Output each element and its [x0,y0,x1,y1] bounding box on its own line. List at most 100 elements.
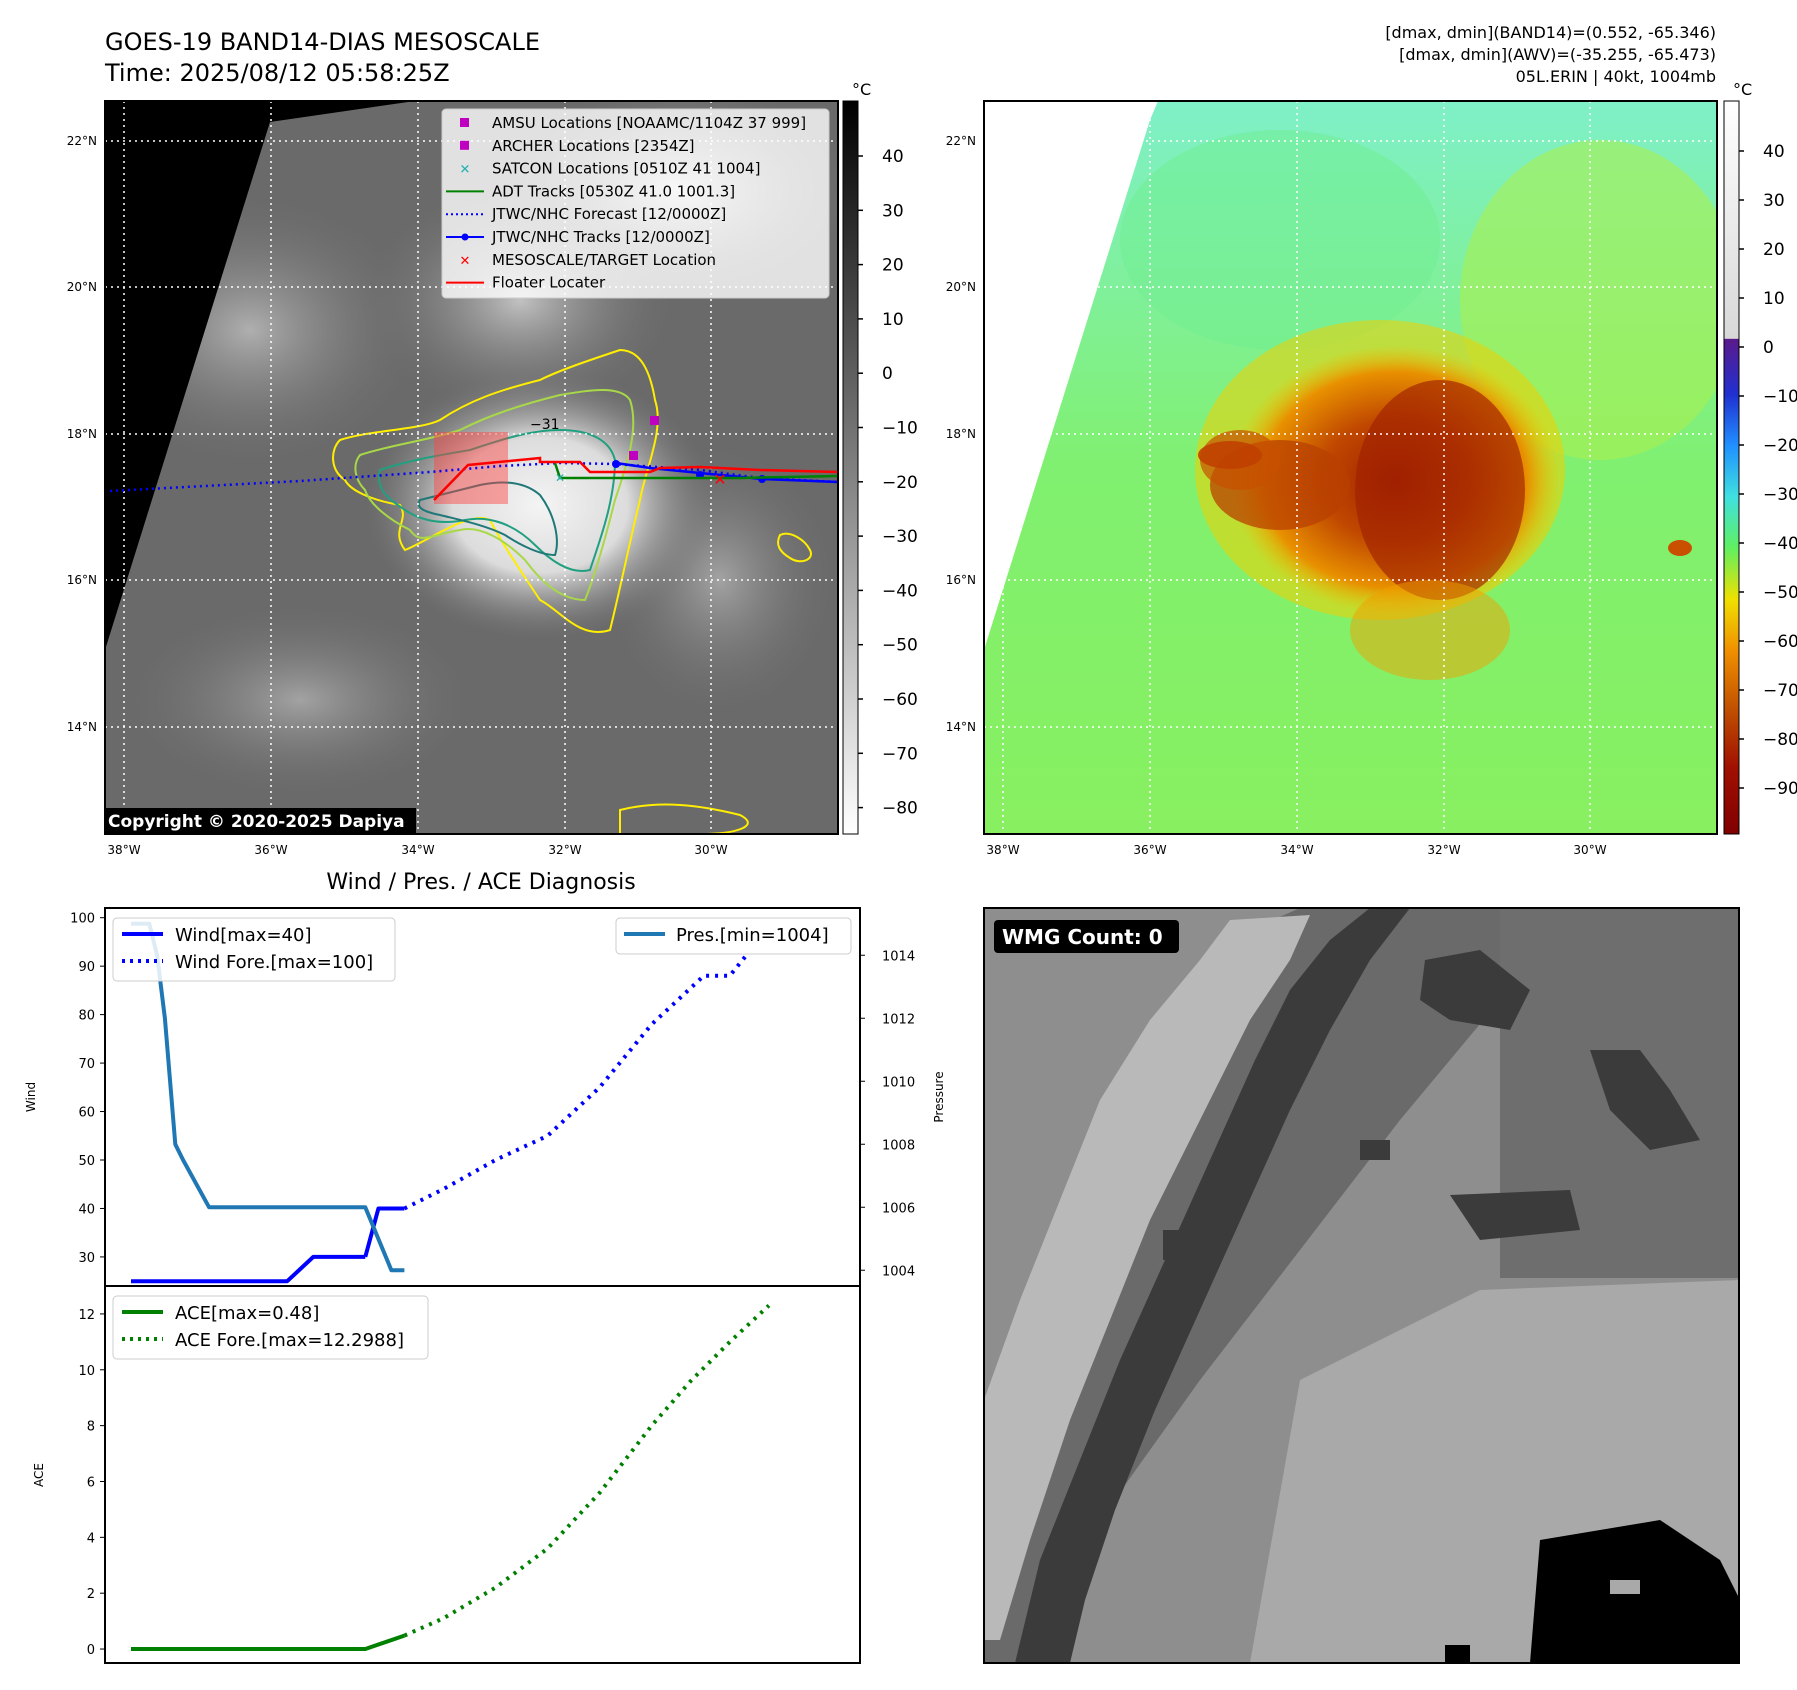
wind-tick: 60 [78,1106,95,1121]
lat-label: 22°N [67,134,97,148]
legend-wind-forecast: Wind Fore.[max=100] [175,952,373,973]
legend-item: AMSU Locations [NOAAMC/1104Z 37 999] [460,114,806,132]
legend-wind: Wind[max=40] [175,925,312,946]
target-marker: ✕ [713,470,726,489]
ace-tick: 2 [87,1587,95,1602]
colorbar-tick: −10 [1763,387,1797,407]
copyright-badge [104,808,416,833]
svg-text:✕: ✕ [460,254,471,269]
stats-awv: [dmax, dmin](AWV)=(-35.255, -65.473) [1399,45,1716,64]
svg-text:Floater Locater: Floater Locater [492,274,606,292]
ace-tick: 12 [78,1308,95,1323]
wind-tick: 40 [78,1202,95,1217]
colorbar-tick: −70 [882,744,918,764]
wind-chart: 30 40 50 60 70 80 90 100 1004 1006 1008 1010 1012 101… [70,912,915,1284]
storm-info: 05L.ERIN | 40kt, 1004mb [1516,67,1716,86]
colorbar-tick: −50 [1763,583,1797,603]
colorbar-tick: −10 [882,419,918,439]
colorbar-tick: −70 [1763,681,1797,701]
pressure-axis-label: Pressure [932,1071,946,1122]
figure-title: GOES-19 BAND14-DIAS MESOSCALE [105,28,540,56]
colorbar-tick: 0 [882,364,893,384]
pressure-tick: 1006 [882,1201,915,1216]
contour-label: −31 [530,417,560,433]
colorbar-tick: −60 [882,690,918,710]
colorbar-tick: 10 [882,310,904,330]
series-line-1 [363,1206,405,1258]
archer-marker [629,451,638,460]
ir-map-panel: −31 [67,80,918,857]
colorbar-tick: −30 [1763,485,1797,505]
copyright-text: Copyright © 2020-2025 Dapiya [108,812,405,832]
colorbar-tick: 10 [1763,289,1785,309]
lat-label: 18°N [67,427,97,441]
svg-text:ARCHER Locations [2354Z]: ARCHER Locations [2354Z] [492,137,695,155]
floater-line [433,456,838,501]
colorbar-tick: −90 [1763,779,1797,799]
pressure-tick: 1014 [882,949,915,964]
wind-tick: 80 [78,1009,95,1024]
wmg-badge-text: WMG Count: 0 [1002,925,1163,949]
awv-imagery [984,101,1717,834]
lon-label: 30°W [694,843,727,857]
ir-colorbar-ticks: 40 30 20 10 0 −10 −20 −30 −40 −50 −60 −70 −80 [858,147,918,819]
wind-axis-label: Wind [24,1082,38,1112]
lon-label: 34°W [401,843,434,857]
wind-tick: 50 [78,1154,95,1169]
diagnosis-title: Wind / Pres. / ACE Diagnosis [326,870,635,895]
wind-tick: 90 [78,960,95,975]
ace-series-line-0 [131,1633,406,1651]
stats-band14: [dmax, dmin](BAND14)=(0.552, -65.346) [1385,23,1716,42]
lon-label: 36°W [254,843,287,857]
colorbar-tick: −40 [1763,534,1797,554]
awv-lon-labels: 38°W 36°W 34°W 32°W 30°W [986,843,1606,857]
lat-label: 22°N [946,134,976,148]
ace-tick: 10 [78,1364,95,1379]
lat-label: 16°N [946,573,976,587]
legend-item: ARCHER Locations [2354Z] [460,137,695,155]
pressure-legend: Pres.[min=1004] [615,917,852,955]
ir-lon-labels: 38°W 36°W 34°W 32°W 30°W [107,843,727,857]
pressure-tick: 1010 [882,1075,915,1090]
ir-colorbar-unit: °C [852,80,871,99]
wind-tick: 30 [78,1251,95,1266]
colorbar-tick: 30 [1763,191,1785,211]
svg-text:SATCON Locations [0510Z 41 100: SATCON Locations [0510Z 41 1004] [492,160,760,178]
awv-colorbar-ticks: 40 30 20 10 0 −10 −20 −30 −40 −50 −60 −70 −80 −90 [1739,142,1797,799]
pressure-tick: 1004 [882,1264,915,1279]
pressure-tick: 1012 [882,1012,915,1027]
satcon-marker: ✕ [555,471,565,485]
colorbar-tick: −80 [1763,730,1797,750]
colorbar-tick: −50 [882,636,918,656]
lon-label: 36°W [1133,843,1166,857]
colorbar-tick: 20 [882,256,904,276]
wind-tick: 70 [78,1057,95,1072]
svg-text:✕: ✕ [460,163,471,178]
lat-label: 14°N [67,720,97,734]
ir-colorbar [842,100,859,835]
svg-text:JTWC/NHC Tracks [12/0000Z]: JTWC/NHC Tracks [12/0000Z] [491,228,710,246]
figure-time: Time: 2025/08/12 05:58:25Z [104,59,450,87]
svg-text:ADT Tracks [0530Z 41.0 1001.3]: ADT Tracks [0530Z 41.0 1001.3] [492,182,735,200]
legend-item: ✕ SATCON Locations [0510Z 41 1004] [460,160,761,178]
ir-legend: AMSU Locations [NOAAMC/1104Z 37 999] ARCH… [441,108,830,299]
ir-lat-labels: 22°N 20°N 18°N 16°N 14°N [67,134,97,734]
colorbar-tick: −20 [1763,436,1797,456]
amsu-marker [650,416,659,425]
ace-tick: 6 [87,1475,95,1490]
wind-legend: Wind[max=40] Wind Fore.[max=100] [112,917,396,982]
series-line-2 [403,955,747,1211]
colorbar-tick: 20 [1763,240,1785,260]
legend-item: ADT Tracks [0530Z 41.0 1001.3] [446,182,735,200]
lat-label: 16°N [67,573,97,587]
wmg-badge [994,920,1179,953]
lon-label: 32°W [548,843,581,857]
legend-ace: ACE[max=0.48] [175,1303,319,1324]
colorbar-tick: 30 [882,201,904,221]
lon-label: 30°W [1573,843,1606,857]
legend-ace-forecast: ACE Fore.[max=12.2988] [175,1330,404,1351]
colorbar-tick: −30 [882,527,918,547]
lon-label: 38°W [986,843,1019,857]
ace-chart: 0 2 4 6 8 10 12 [78,1304,771,1658]
